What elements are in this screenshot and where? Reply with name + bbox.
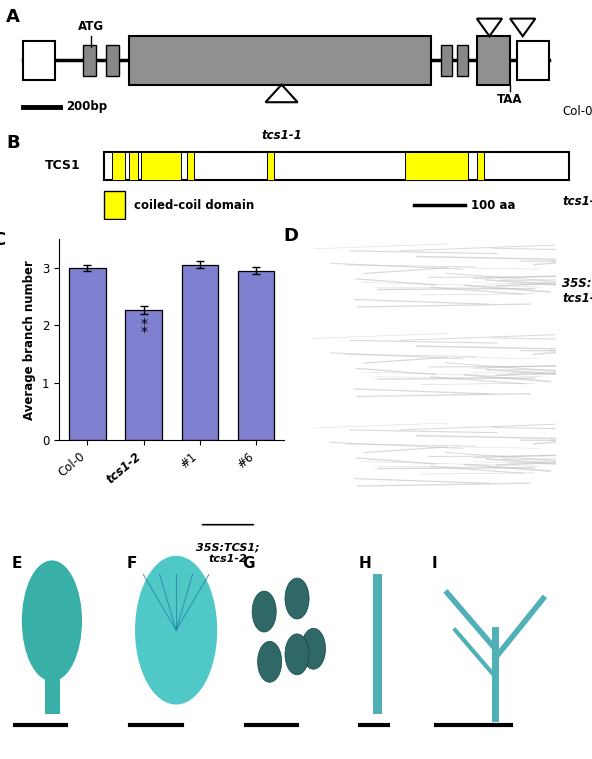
Bar (477, 36, 510, 85)
Bar (112, 152, 125, 180)
Bar (373, 575, 382, 713)
Ellipse shape (285, 634, 309, 675)
Ellipse shape (301, 628, 326, 669)
Ellipse shape (135, 556, 217, 704)
Bar (126, 310, 162, 440)
Ellipse shape (285, 578, 309, 619)
Text: *: * (140, 317, 147, 331)
Bar (130, 152, 138, 180)
Bar (477, 152, 484, 180)
Bar (104, 191, 126, 219)
Text: I: I (431, 556, 437, 571)
Text: 100 aa: 100 aa (471, 199, 516, 212)
Bar (23, 41, 54, 80)
Text: F: F (127, 556, 137, 571)
Bar (238, 271, 274, 440)
Polygon shape (477, 18, 502, 36)
Text: C: C (0, 231, 5, 249)
Text: D: D (283, 227, 298, 245)
Text: H: H (358, 556, 371, 571)
Text: tcs1-2: tcs1-2 (562, 194, 592, 208)
Text: TAA: TAA (497, 93, 523, 106)
Text: A: A (6, 8, 20, 26)
Text: *: * (140, 326, 147, 339)
Y-axis label: Average branch number: Average branch number (24, 260, 37, 420)
Text: 35S:TCS1;
tcs1-2: 35S:TCS1; tcs1-2 (196, 543, 260, 565)
Bar (267, 152, 274, 180)
Polygon shape (510, 18, 535, 36)
Bar (182, 265, 218, 440)
Text: B: B (6, 134, 20, 152)
Text: E: E (11, 556, 22, 571)
Bar (107, 45, 119, 76)
Bar (104, 152, 569, 180)
Text: TCS1: TCS1 (45, 159, 81, 172)
Text: 35S:TCS1;
tcs1-2: 35S:TCS1; tcs1-2 (562, 277, 592, 304)
Bar (517, 41, 549, 80)
Text: 200bp: 200bp (66, 100, 107, 113)
Bar (69, 268, 105, 440)
Bar (457, 45, 468, 76)
Ellipse shape (22, 560, 82, 682)
Bar (141, 152, 181, 180)
Text: coiled-coil domain: coiled-coil domain (134, 199, 254, 212)
Bar (46, 658, 60, 713)
Bar (83, 45, 96, 76)
Bar (130, 36, 431, 85)
Text: ATG: ATG (78, 20, 104, 33)
Bar (405, 152, 468, 180)
Text: G: G (242, 556, 255, 571)
Text: tcs1-1: tcs1-1 (261, 128, 302, 142)
Ellipse shape (252, 591, 276, 632)
Bar (187, 152, 194, 180)
Ellipse shape (258, 641, 282, 682)
Bar (441, 45, 452, 76)
Polygon shape (265, 85, 298, 102)
Text: Col-0: Col-0 (562, 105, 592, 118)
